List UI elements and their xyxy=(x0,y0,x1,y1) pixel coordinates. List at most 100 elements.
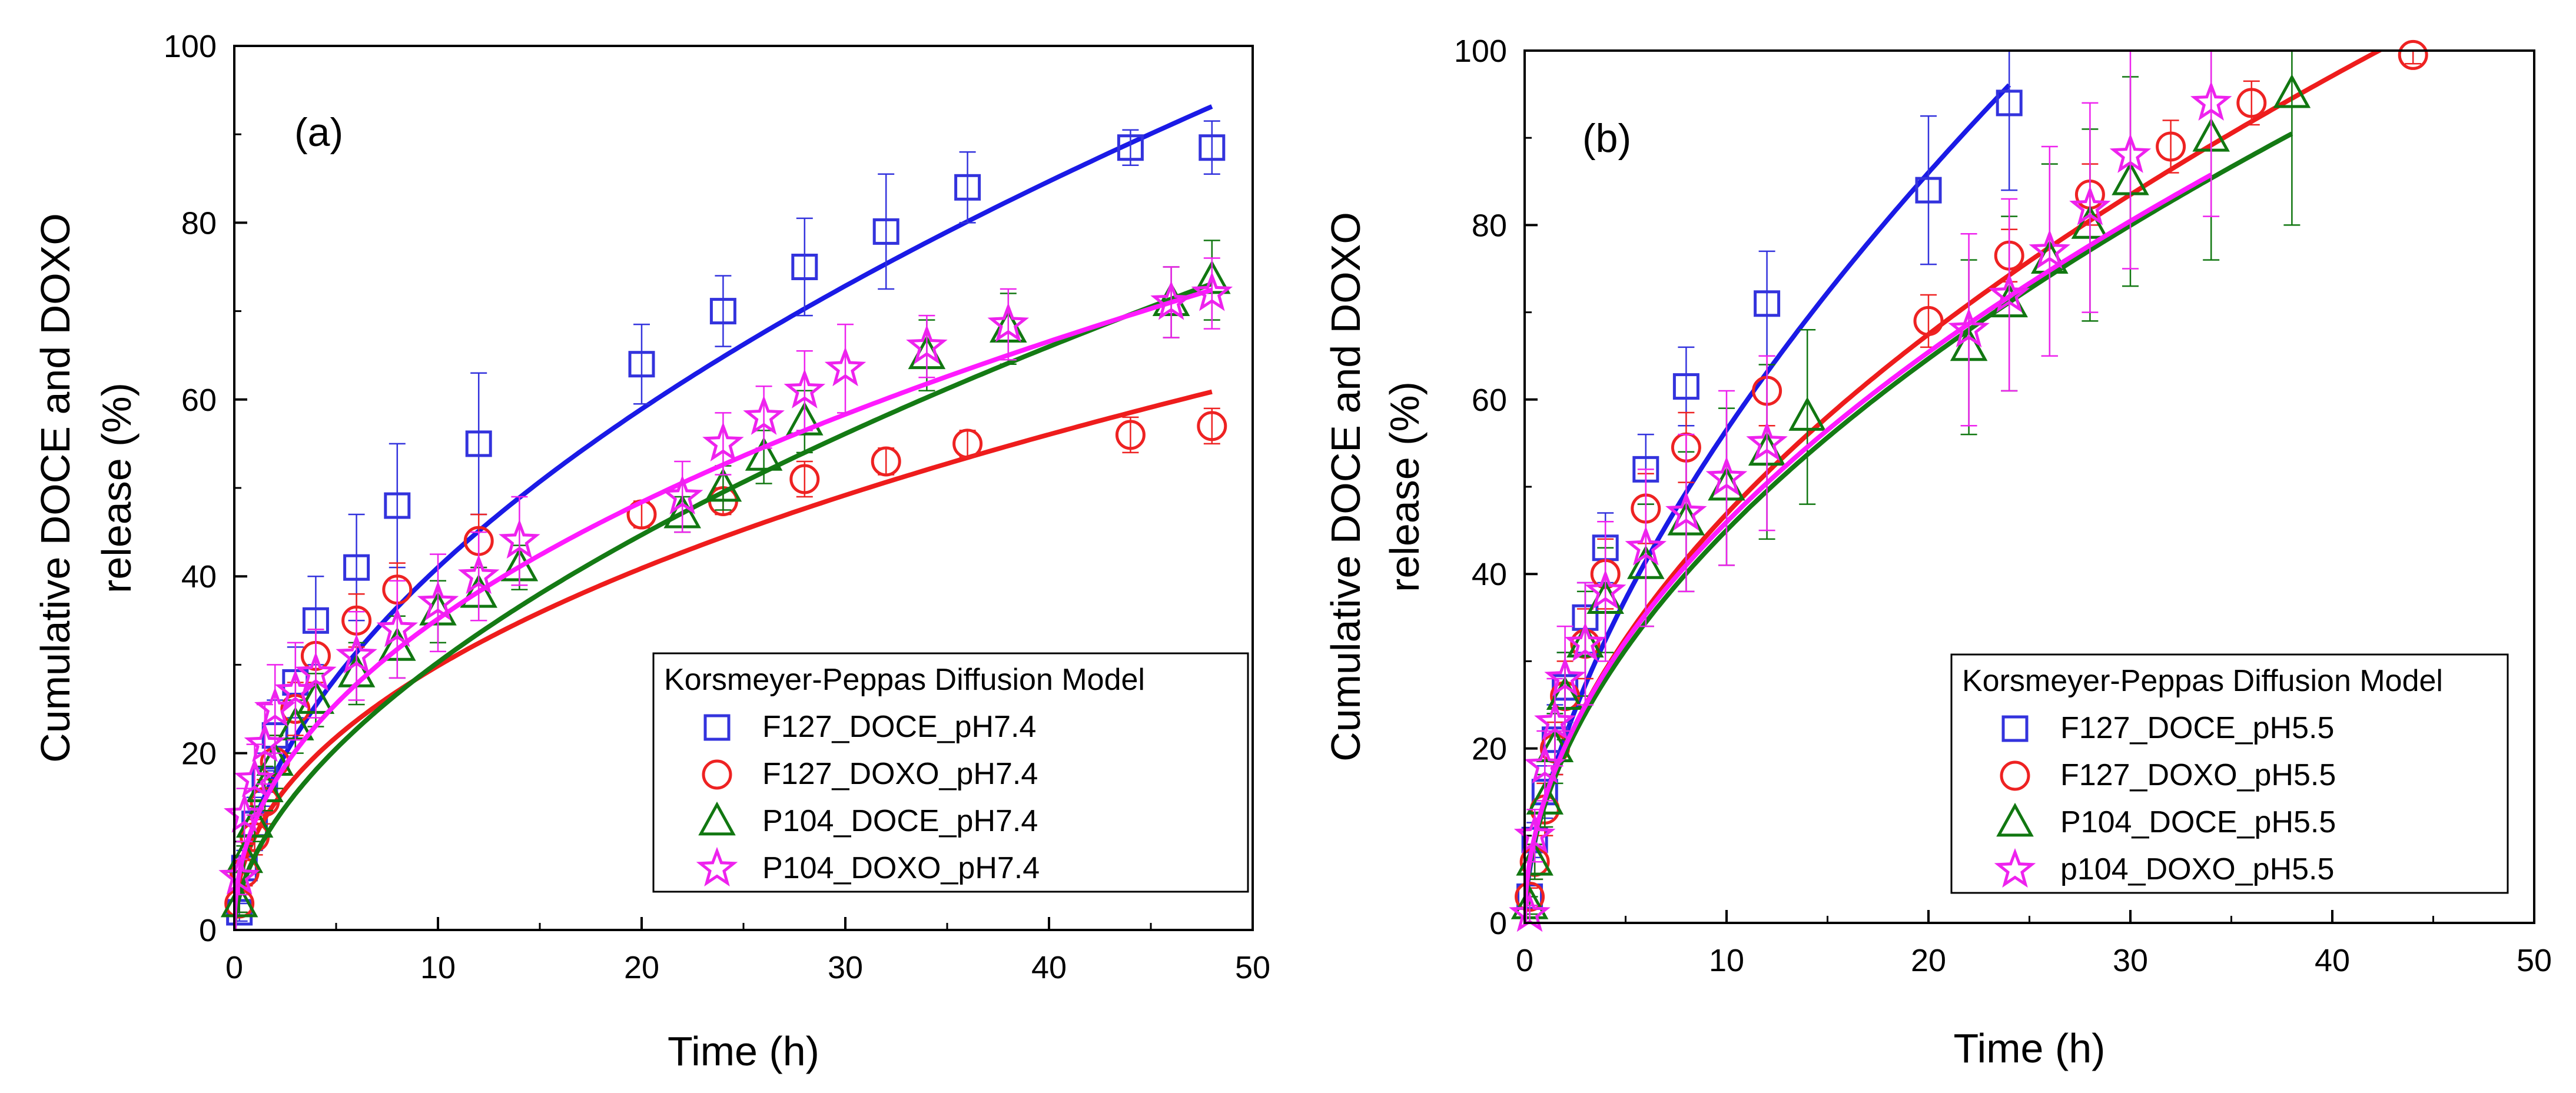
data-point xyxy=(220,883,258,918)
legend-marker xyxy=(702,759,732,790)
data-point xyxy=(872,218,899,245)
legend-marker xyxy=(1994,848,2036,888)
x-tick-label: 0 xyxy=(225,950,243,985)
legend-label: F127_DOXO_pH5.5 xyxy=(2060,758,2336,792)
y-tick-label: 40 xyxy=(1472,557,1507,592)
data-point xyxy=(1915,177,1942,204)
series-p104_DOXO_pH5.5 xyxy=(1509,51,2232,932)
y-tick-label: 0 xyxy=(1489,906,1507,941)
y-axis-title: Cumulative DOCE and DOXO xyxy=(1323,212,1369,762)
legend-item: P104_DOXO_pH7.4 xyxy=(696,846,1040,887)
fit-curve xyxy=(1525,131,2293,923)
legend-title: Korsmeyer-Peppas Diffusion Model xyxy=(1962,664,2443,698)
data-point xyxy=(1564,622,1606,662)
x-tick-label: 10 xyxy=(420,950,456,985)
legend-marker xyxy=(2001,715,2029,742)
x-tick-label: 0 xyxy=(1516,943,1533,978)
series-P104_DOXO_pH7.4 xyxy=(218,257,1233,930)
legend-label: F127_DOCE_pH5.5 xyxy=(2060,711,2334,745)
legend-label: P104_DOXO_pH7.4 xyxy=(762,851,1040,885)
data-point xyxy=(1516,842,1553,876)
legend-box xyxy=(1950,653,2509,894)
y-tick-label: 20 xyxy=(1472,732,1507,767)
legend: Korsmeyer-Peppas Diffusion Model F127_DOC… xyxy=(652,652,1249,893)
data-point xyxy=(218,855,260,895)
fit-curve xyxy=(234,389,1213,930)
data-point xyxy=(336,634,377,674)
data-point xyxy=(791,254,818,280)
y-tick-label: 60 xyxy=(181,383,217,418)
data-point xyxy=(295,652,337,692)
x-tick-label: 20 xyxy=(1911,943,1946,978)
legend-title: Korsmeyer-Peppas Diffusion Model xyxy=(664,663,1145,697)
data-point xyxy=(702,421,744,461)
data-point xyxy=(2069,185,2111,225)
data-point xyxy=(906,324,948,364)
data-point xyxy=(952,428,983,459)
fit-curve xyxy=(234,281,1213,930)
legend-item: F127_DOCE_pH5.5 xyxy=(2001,711,2334,745)
legend-marker xyxy=(698,801,736,836)
data-point xyxy=(1584,569,1626,609)
data-point xyxy=(235,803,274,838)
data-point xyxy=(1996,89,2023,117)
x-axis-title: Time (h) xyxy=(668,1028,819,1074)
data-point xyxy=(2273,74,2311,108)
data-point xyxy=(704,467,742,502)
y-tick-label: 20 xyxy=(181,736,217,772)
data-point xyxy=(1672,373,1699,400)
data-point xyxy=(824,347,867,387)
x-tick-label: 30 xyxy=(828,950,863,985)
data-point xyxy=(2190,81,2232,121)
data-point xyxy=(1625,526,1667,566)
data-point xyxy=(417,581,459,621)
plot-frame xyxy=(233,45,1254,931)
data-point xyxy=(2109,133,2152,173)
fit-curve xyxy=(234,287,1213,930)
legend-item: F127_DOXO_pH7.4 xyxy=(702,757,1038,791)
y-axis-title-line2: release (%) xyxy=(94,383,140,593)
data-point xyxy=(234,758,275,798)
data-point xyxy=(256,742,294,776)
data-point xyxy=(2236,88,2267,118)
chart-panel-b: 0 10 20 30 40 50 0 20 40 60 80 100 (b) Time (h) Cumula… xyxy=(1323,34,2552,1071)
data-point xyxy=(384,492,411,519)
legend-marker xyxy=(1996,802,2034,837)
data-point xyxy=(743,395,785,435)
data-point xyxy=(628,351,655,378)
data-point xyxy=(1150,280,1192,320)
data-point xyxy=(224,793,265,833)
x-tick-label: 10 xyxy=(1709,943,1744,978)
data-point xyxy=(1544,656,1586,697)
data-point xyxy=(789,464,820,494)
y-tick-label: 40 xyxy=(181,559,217,594)
x-tick-label: 50 xyxy=(2517,943,2552,978)
y-tick-label: 100 xyxy=(1454,34,1507,69)
x-tick-label: 30 xyxy=(2113,943,2148,978)
legend-label: F127_DOCE_pH7.4 xyxy=(762,710,1036,744)
x-tick-label: 40 xyxy=(1031,950,1067,985)
data-point xyxy=(661,474,703,515)
data-point xyxy=(499,519,540,559)
y-tick-label: 80 xyxy=(181,205,217,241)
legend: Korsmeyer-Peppas Diffusion Model F127_DOC… xyxy=(1950,653,2509,894)
legend-item: F127_DOXO_pH5.5 xyxy=(2000,758,2336,792)
data-point xyxy=(2398,39,2428,70)
legend-box xyxy=(652,652,1249,893)
plot-frame xyxy=(1523,49,2535,924)
data-point xyxy=(745,437,783,471)
data-point xyxy=(376,607,419,647)
data-point xyxy=(465,430,492,457)
data-point xyxy=(786,401,824,436)
data-point xyxy=(987,302,1030,343)
y-tick-label: 100 xyxy=(164,29,217,64)
legend-item: P104_DOCE_pH7.4 xyxy=(698,801,1038,838)
data-point xyxy=(244,722,286,762)
data-point xyxy=(1509,892,1551,932)
y-tick-label: 0 xyxy=(199,913,217,948)
data-point xyxy=(1665,491,1707,531)
data-point xyxy=(1117,134,1144,161)
data-point xyxy=(1526,780,1564,815)
y-axis-title-line2: release (%) xyxy=(1382,381,1428,592)
data-point xyxy=(1988,273,2030,313)
